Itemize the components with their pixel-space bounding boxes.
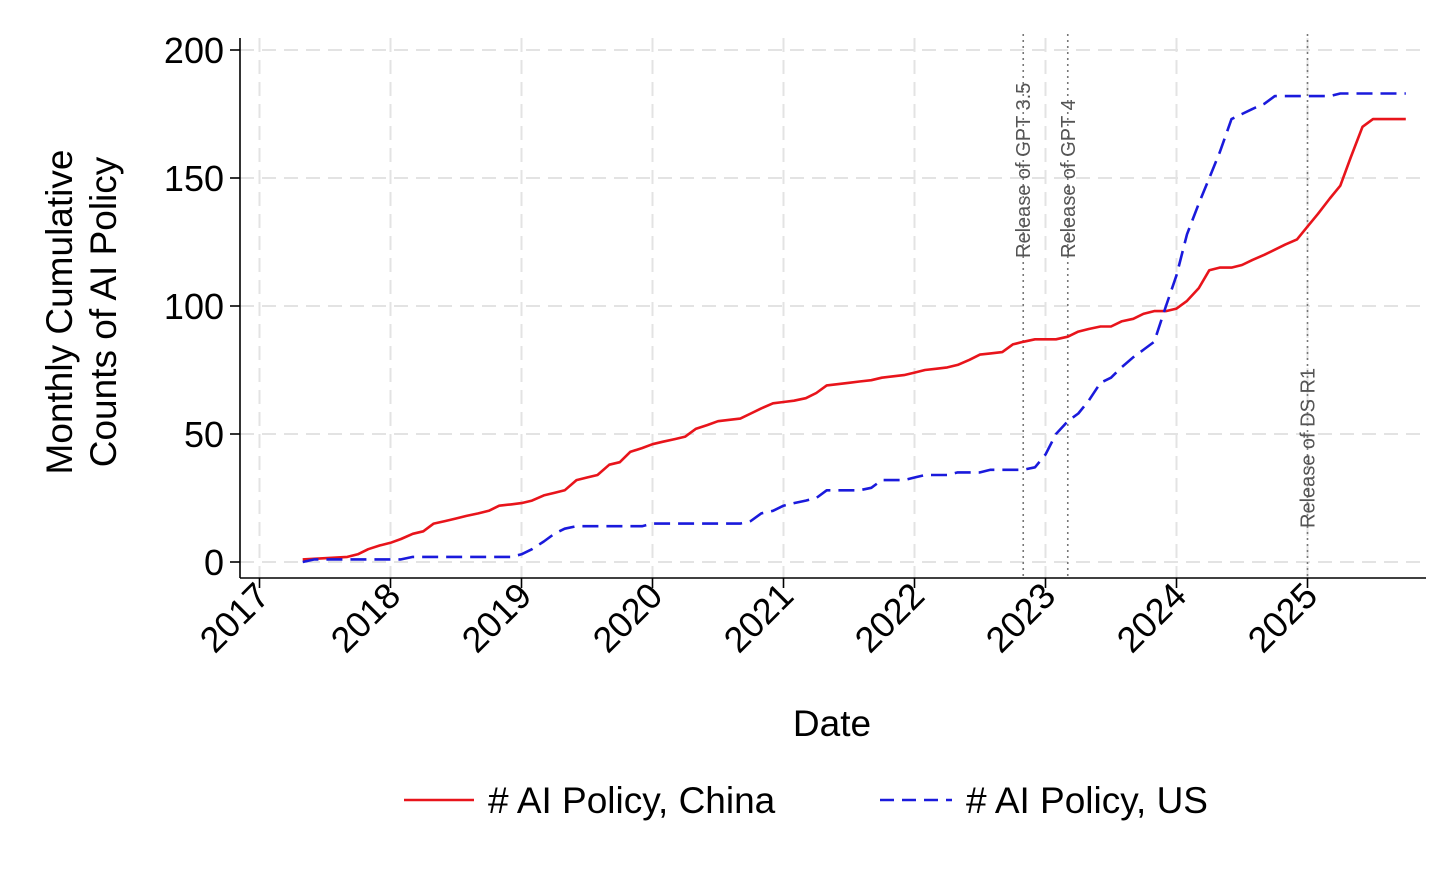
series-line-us <box>302 92 1406 564</box>
annotation-label: Release of GPT 3.5 <box>1013 83 1035 258</box>
annotation-lines: Release of GPT 3.5 Release of GPT 4 Releas… <box>1013 34 1320 578</box>
x-tick-label: 2019 <box>454 575 540 661</box>
legend-label-china: # AI Policy, China <box>488 780 776 821</box>
x-tick-label: 2018 <box>323 575 409 661</box>
y-axis-title-line-2: Counts of AI Policy <box>83 156 124 467</box>
x-tick-label: 2017 <box>192 575 278 661</box>
annotation-label: Release of DS R1 <box>1298 368 1320 528</box>
x-tick-label: 2024 <box>1109 575 1195 661</box>
annotation-label: Release of GPT 4 <box>1058 99 1080 258</box>
x-tick-label: 2022 <box>847 575 933 661</box>
axes <box>230 38 1426 588</box>
x-tick-label: 2023 <box>978 575 1064 661</box>
legend: # AI Policy, China # AI Policy, US <box>404 780 1208 821</box>
series-line-china <box>302 117 1406 561</box>
y-tick-label: 200 <box>164 30 224 71</box>
x-tick-label: 2021 <box>716 575 802 661</box>
y-axis-title-line-1: Monthly Cumulative <box>39 150 80 475</box>
y-tick-label: 100 <box>164 286 224 327</box>
y-tick-label: 150 <box>164 158 224 199</box>
x-axis-title: Date <box>793 703 871 744</box>
grid-lines <box>240 38 1426 578</box>
y-axis-title: Monthly Cumulative Counts of AI Policy <box>39 150 124 475</box>
x-tick-label: 2025 <box>1240 575 1326 661</box>
series-lines <box>302 92 1406 564</box>
x-tick-label: 2020 <box>585 575 671 661</box>
y-tick-label: 0 <box>204 542 224 583</box>
legend-label-us: # AI Policy, US <box>966 780 1208 821</box>
y-tick-label: 50 <box>184 414 224 455</box>
